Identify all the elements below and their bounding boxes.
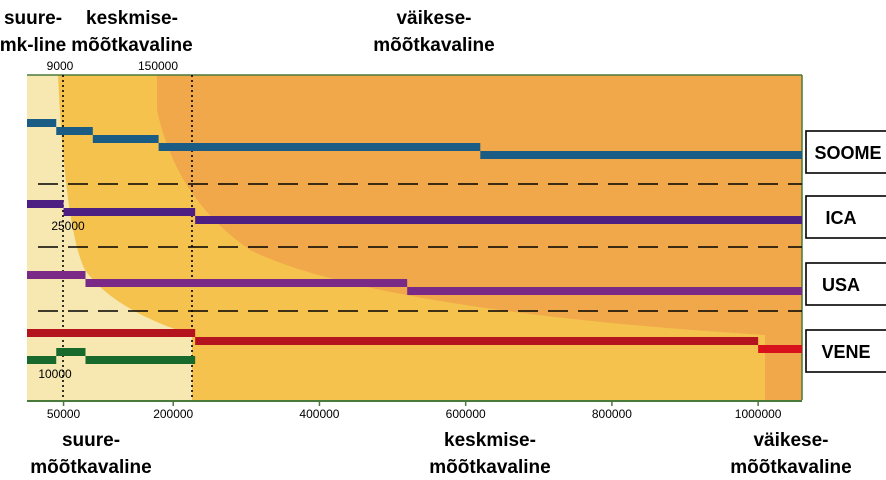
soome-step-4 xyxy=(480,151,802,159)
bottom-label-small-line1: väikese- xyxy=(753,430,828,451)
usa-step-2 xyxy=(407,287,802,295)
green-step-2 xyxy=(85,356,196,364)
x-tick-label-200000: 200000 xyxy=(153,407,193,421)
legend-label-vene: VENE xyxy=(821,342,870,362)
top-label-large-line2: mk-line xyxy=(0,35,66,56)
ica-step-1 xyxy=(63,208,196,216)
bottom-label-medium-line2: mõõtkavaline xyxy=(429,457,550,478)
top-label-medium-line2: mõõtkavaline xyxy=(71,35,192,56)
legend-vene: VENE xyxy=(805,329,886,373)
top-label-large-line1: suure- xyxy=(4,8,62,29)
x-tick-label-1000000: 1000000 xyxy=(735,407,782,421)
legend-ica: ICA xyxy=(805,195,886,239)
vene-step-2 xyxy=(758,345,802,353)
legend-usa: USA xyxy=(805,262,886,306)
soome-step-0 xyxy=(27,119,57,127)
top-label-small-line1: väikese- xyxy=(396,8,471,29)
x-tick-label-50000: 50000 xyxy=(47,407,81,421)
usa-step-0 xyxy=(27,271,86,279)
bottom-label-small-line2: mõõtkavaline xyxy=(730,457,851,478)
soome-step-3 xyxy=(158,143,481,151)
soome-step-1 xyxy=(56,127,93,135)
green-step-1 xyxy=(56,348,86,356)
bottom-label-large-line1: suure- xyxy=(62,430,120,451)
legend-label-usa: USA xyxy=(822,275,860,295)
legend-box-vene xyxy=(805,329,886,373)
vene-step-0 xyxy=(27,329,196,337)
x-tick-label-600000: 600000 xyxy=(446,407,486,421)
legend-box-ica xyxy=(805,195,886,239)
green-step-0 xyxy=(27,356,57,364)
x-tick-label-400000: 400000 xyxy=(299,407,339,421)
x-axis-ticks: 50000 200000 400000 600000 800000 1000000 xyxy=(47,401,782,421)
legend-label-soome: SOOME xyxy=(814,143,881,163)
legend-box-soome xyxy=(805,130,886,174)
ica-step-0 xyxy=(27,200,64,208)
ica-step-2 xyxy=(195,216,802,224)
inline-label-25000: 25000 xyxy=(51,219,85,233)
vene-step-1 xyxy=(195,337,759,345)
top-label-medium-line1: keskmise- xyxy=(86,8,178,29)
legend-box-usa xyxy=(805,262,886,306)
usa-step-1 xyxy=(85,279,408,287)
soome-step-2 xyxy=(92,135,159,143)
inline-label-10000: 10000 xyxy=(38,367,72,381)
top-scale-9000: 9000 xyxy=(47,59,74,73)
top-scale-150000: 150000 xyxy=(138,59,178,73)
band-large-curve xyxy=(27,75,192,400)
top-label-small-line2: mõõtkavaline xyxy=(373,35,494,56)
legend-soome: SOOME xyxy=(805,130,886,174)
series-layer xyxy=(27,119,802,364)
legend-label-ica: ICA xyxy=(826,208,857,228)
bottom-label-large-line2: mõõtkavaline xyxy=(30,457,151,478)
x-tick-label-800000: 800000 xyxy=(592,407,632,421)
bottom-label-medium-line1: keskmise- xyxy=(444,430,536,451)
